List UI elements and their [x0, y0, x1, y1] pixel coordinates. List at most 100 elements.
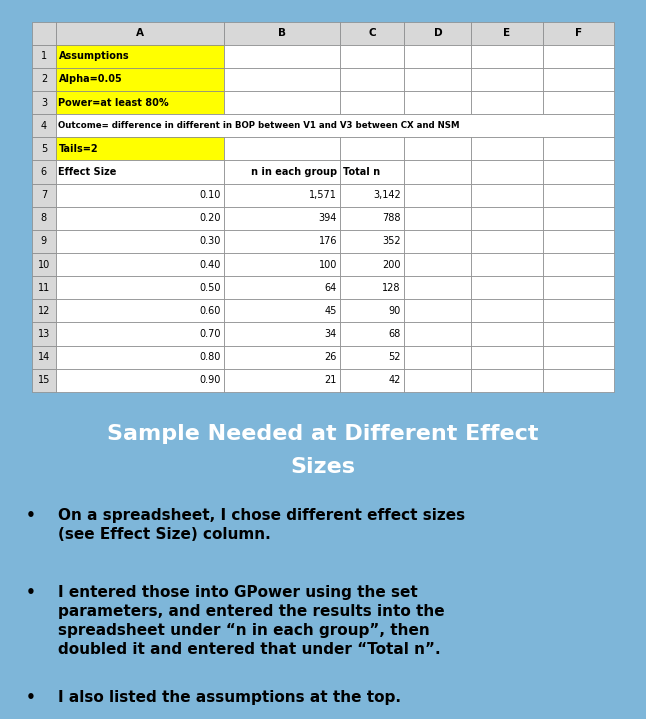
Bar	[404, 45, 472, 68]
Bar	[32, 114, 56, 137]
Text: n in each group: n in each group	[251, 167, 337, 177]
Bar	[472, 160, 543, 183]
Bar	[56, 369, 224, 392]
Bar	[472, 253, 543, 276]
Text: Power=at least 80%: Power=at least 80%	[59, 98, 169, 108]
Bar	[404, 253, 472, 276]
Bar	[340, 299, 404, 322]
Text: I also listed the assumptions at the top.: I also listed the assumptions at the top…	[58, 690, 401, 705]
Bar	[543, 369, 614, 392]
Bar	[404, 230, 472, 253]
Bar	[32, 22, 56, 45]
Bar	[472, 299, 543, 322]
Text: 100: 100	[318, 260, 337, 270]
Text: 0.30: 0.30	[200, 237, 221, 247]
Bar	[404, 322, 472, 346]
Bar	[404, 68, 472, 91]
Bar	[56, 22, 224, 45]
Bar	[543, 137, 614, 160]
Bar	[340, 207, 404, 230]
Bar	[56, 114, 614, 137]
Bar	[340, 22, 404, 45]
Text: C: C	[369, 28, 376, 38]
Text: •: •	[26, 690, 36, 705]
Bar	[543, 22, 614, 45]
Text: 9: 9	[41, 237, 47, 247]
Text: 90: 90	[389, 306, 401, 316]
Bar	[543, 322, 614, 346]
Bar	[224, 91, 340, 114]
Text: Assumptions: Assumptions	[59, 51, 129, 61]
Bar	[404, 91, 472, 114]
Bar	[32, 160, 56, 183]
Bar	[472, 91, 543, 114]
Bar	[224, 68, 340, 91]
Bar	[340, 137, 404, 160]
Bar	[543, 91, 614, 114]
Text: 394: 394	[318, 214, 337, 224]
Text: B: B	[278, 28, 286, 38]
Text: 7: 7	[41, 190, 47, 200]
Bar	[32, 137, 56, 160]
Text: 788: 788	[382, 214, 401, 224]
Bar	[224, 183, 340, 207]
Text: Effect Size: Effect Size	[59, 167, 117, 177]
Bar	[32, 230, 56, 253]
Text: 21: 21	[324, 375, 337, 385]
Bar	[56, 45, 224, 68]
Text: F: F	[575, 28, 582, 38]
Text: Sizes: Sizes	[291, 457, 355, 477]
Bar	[472, 22, 543, 45]
Bar	[340, 91, 404, 114]
Bar	[472, 137, 543, 160]
Bar	[32, 207, 56, 230]
Text: Tails=2: Tails=2	[59, 144, 98, 154]
Bar	[404, 276, 472, 299]
Bar	[56, 183, 224, 207]
Bar	[340, 183, 404, 207]
Text: 1,571: 1,571	[309, 190, 337, 200]
Text: 8: 8	[41, 214, 47, 224]
Bar	[543, 183, 614, 207]
Bar	[340, 253, 404, 276]
Bar	[32, 299, 56, 322]
Text: 176: 176	[318, 237, 337, 247]
Bar	[56, 253, 224, 276]
Bar	[32, 253, 56, 276]
Text: 5: 5	[41, 144, 47, 154]
Bar	[404, 22, 472, 45]
Text: On a spreadsheet, I chose different effect sizes
(see Effect Size) column.: On a spreadsheet, I chose different effe…	[58, 508, 465, 542]
Bar	[472, 183, 543, 207]
Text: 0.40: 0.40	[200, 260, 221, 270]
Bar	[404, 183, 472, 207]
Text: Alpha=0.05: Alpha=0.05	[59, 75, 122, 84]
Bar	[340, 160, 404, 183]
Bar	[340, 45, 404, 68]
Bar	[56, 322, 224, 346]
Bar	[224, 230, 340, 253]
Bar	[340, 276, 404, 299]
Text: 15: 15	[37, 375, 50, 385]
Bar	[56, 276, 224, 299]
Text: 0.80: 0.80	[200, 352, 221, 362]
Text: 1: 1	[41, 51, 47, 61]
Bar	[224, 276, 340, 299]
Text: 26: 26	[324, 352, 337, 362]
Bar	[32, 346, 56, 369]
Bar	[56, 137, 224, 160]
Text: 200: 200	[382, 260, 401, 270]
Text: 34: 34	[325, 329, 337, 339]
Bar	[224, 22, 340, 45]
Bar	[224, 369, 340, 392]
Text: 11: 11	[38, 283, 50, 293]
Text: E: E	[503, 28, 510, 38]
Text: 2: 2	[41, 75, 47, 84]
Bar	[404, 369, 472, 392]
Bar	[32, 369, 56, 392]
Text: Total n: Total n	[344, 167, 380, 177]
Bar	[472, 230, 543, 253]
Bar	[32, 276, 56, 299]
Bar	[543, 230, 614, 253]
Bar	[56, 346, 224, 369]
Text: •: •	[26, 585, 36, 600]
